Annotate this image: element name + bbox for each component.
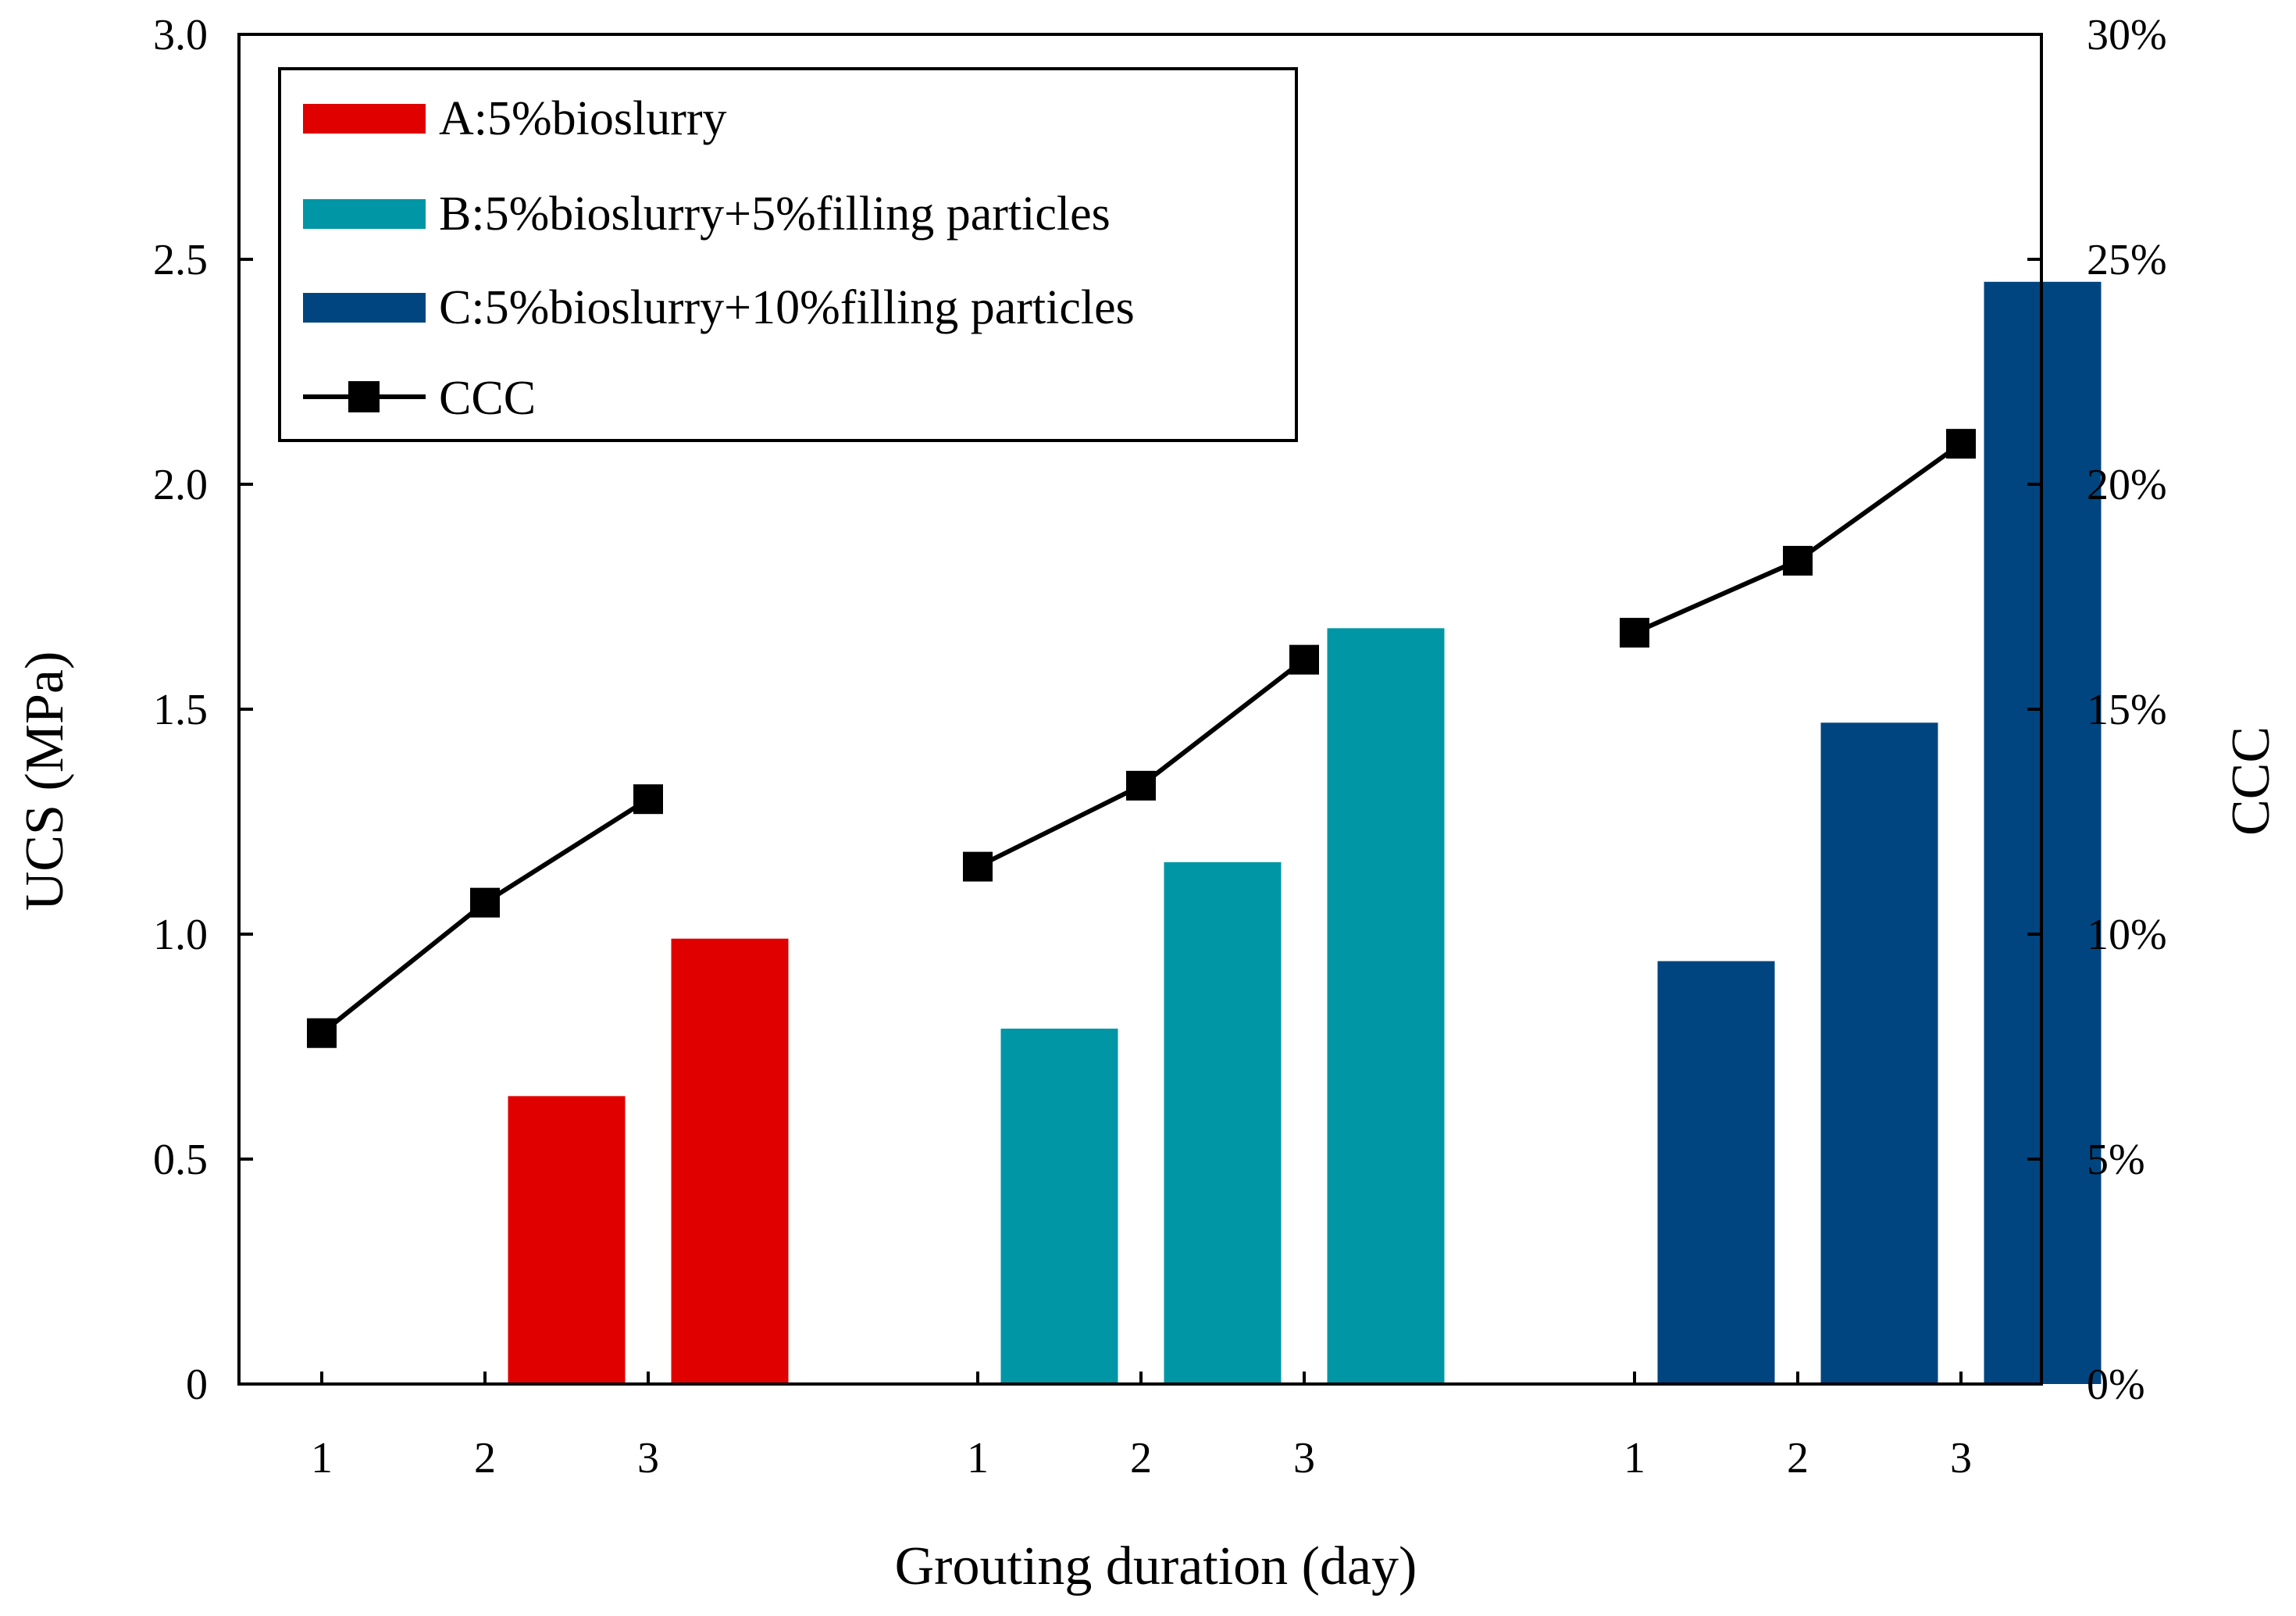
x-tick-label-group1-day3: 3 bbox=[637, 1434, 659, 1482]
y-tick-label: 0 bbox=[186, 1361, 208, 1409]
y2-tick-label: 20% bbox=[2087, 461, 2167, 509]
bars-layer bbox=[508, 281, 2102, 1384]
legend: A:5%bioslurry B:5%bioslurry+5%filling pa… bbox=[278, 67, 1298, 442]
ccc-markers-layer bbox=[307, 429, 1976, 1048]
ccc-lines-layer bbox=[320, 441, 1963, 1036]
ccc-marker-group1-day2 bbox=[470, 887, 500, 918]
legend-swatch-b bbox=[303, 199, 426, 229]
x-tick-label-group3-day2: 2 bbox=[1787, 1434, 1809, 1482]
x-tick-label-group2-day1: 1 bbox=[967, 1434, 989, 1482]
x-axis-tick-labels: 1 2 3 1 2 3 1 2 3 bbox=[311, 1434, 1972, 1482]
y-tick-label: 1.0 bbox=[153, 911, 208, 959]
y-tick-label: 2.0 bbox=[153, 461, 208, 509]
axis-ticks bbox=[239, 33, 2041, 1386]
bar-group2-day1 bbox=[1000, 1028, 1118, 1384]
bar-group3-day2 bbox=[1820, 722, 1938, 1384]
x-tick-label-group2-day2: 2 bbox=[1130, 1434, 1152, 1482]
y2-tick-label: 25% bbox=[2087, 236, 2167, 284]
ccc-line-group2 bbox=[976, 658, 1306, 869]
legend-label-ccc: CCC bbox=[439, 372, 536, 425]
ccc-marker-group3-day2 bbox=[1783, 545, 1813, 576]
y2-tick-label: 10% bbox=[2087, 911, 2167, 959]
y2-tick-label: 0% bbox=[2087, 1361, 2145, 1409]
ccc-marker-group2-day2 bbox=[1126, 770, 1156, 801]
legend-swatch-c bbox=[303, 293, 426, 323]
y2-tick-label: 30% bbox=[2087, 11, 2167, 59]
ccc-marker-group2-day3 bbox=[1289, 644, 1319, 675]
legend-swatch-a bbox=[303, 104, 426, 134]
x-axis-title: Grouting duration (day) bbox=[895, 1536, 1417, 1596]
ccc-line-group3 bbox=[1633, 441, 1963, 635]
y2-tick-label: 5% bbox=[2087, 1136, 2145, 1184]
x-tick-label-group3-day3: 3 bbox=[1950, 1434, 1972, 1482]
bar-group1-day3 bbox=[671, 938, 789, 1384]
x-tick-label-group1-day1: 1 bbox=[311, 1434, 333, 1482]
x-tick-label-group2-day3: 3 bbox=[1293, 1434, 1315, 1482]
bar-group2-day3 bbox=[1327, 628, 1445, 1384]
y-tick-label: 3.0 bbox=[153, 11, 208, 59]
right-axis-tick-labels: 0% 5% 10% 15% 20% 25% 30% bbox=[2087, 11, 2167, 1409]
y-tick-label: 0.5 bbox=[153, 1136, 208, 1184]
y-axis-title: UCS (MPa) bbox=[15, 651, 75, 911]
legend-label-a: A:5%bioslurry bbox=[439, 92, 727, 145]
legend-label-c: C:5%bioslurry+10%filling particles bbox=[439, 281, 1135, 334]
y2-axis-title: CCC bbox=[2221, 726, 2281, 836]
ccc-marker-group3-day3 bbox=[1946, 429, 1976, 459]
y2-tick-label: 15% bbox=[2087, 686, 2167, 734]
legend-frame bbox=[278, 67, 1298, 442]
legend-ccc-marker bbox=[348, 381, 380, 412]
ccc-marker-group2-day1 bbox=[963, 851, 993, 882]
legend-label-b: B:5%bioslurry+5%filling particles bbox=[439, 187, 1111, 241]
y-tick-label: 2.5 bbox=[153, 236, 208, 284]
ccc-marker-group1-day1 bbox=[307, 1018, 337, 1048]
x-tick-label-group1-day2: 2 bbox=[474, 1434, 496, 1482]
ccc-marker-group1-day3 bbox=[633, 784, 663, 815]
y-tick-label: 1.5 bbox=[153, 686, 208, 734]
bar-group2-day2 bbox=[1164, 862, 1282, 1384]
x-tick-label-group3-day1: 1 bbox=[1624, 1434, 1645, 1482]
ccc-marker-group3-day1 bbox=[1620, 618, 1649, 648]
bar-group1-day2 bbox=[508, 1096, 626, 1384]
bar-group3-day1 bbox=[1657, 961, 1775, 1384]
left-axis-tick-labels: 0 0.5 1.0 1.5 2.0 2.5 3.0 bbox=[153, 11, 208, 1409]
